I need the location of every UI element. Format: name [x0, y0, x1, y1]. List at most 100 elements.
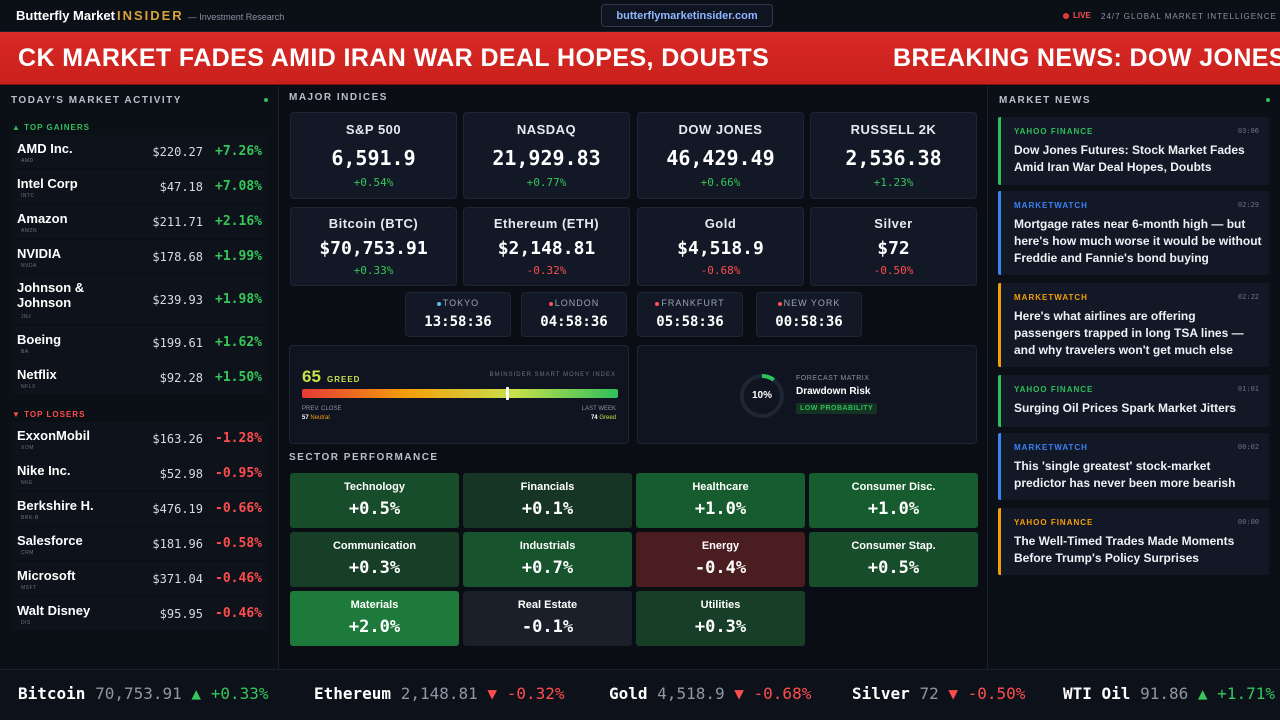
smart-money-index-card[interactable]: 65 GREED BMINSIDER SMART MONEY INDEX PRE… — [289, 345, 629, 444]
sector-tile[interactable]: Consumer Disc. +1.0% — [809, 473, 978, 528]
ticker-change: -0.50% — [967, 684, 1026, 703]
stock-ticker: CRM — [21, 550, 34, 556]
ticker-name: Silver — [852, 684, 910, 703]
forecast-name: Drawdown Risk — [796, 386, 871, 397]
ticker-item[interactable]: Silver 72 ▼ -0.50% — [852, 684, 1025, 703]
stock-ticker: AMZN — [21, 228, 38, 234]
stock-row[interactable]: Microsoft MSFT $371.04 -0.46% — [12, 562, 268, 595]
sector-value: +1.0% — [694, 499, 747, 519]
arrow-up-icon: ▲ — [1197, 684, 1208, 703]
stock-row[interactable]: Berkshire H. BRK-B $476.19 -0.66% — [12, 492, 268, 525]
sector-tile[interactable]: Energy -0.4% — [636, 532, 805, 587]
top-bar: Butterfly Market INSIDER — Investment Rese… — [0, 0, 1280, 32]
index-value: $2,148.81 — [497, 238, 596, 259]
stock-change: +7.08% — [215, 179, 262, 194]
stock-row[interactable]: Walt Disney DIS $95.95 -0.46% — [12, 597, 268, 630]
ticker-item[interactable]: Ethereum 2,148.81 ▼ -0.32% — [314, 684, 564, 703]
forecast-matrix-card[interactable]: 10% FORECAST MATRIX Drawdown Risk LOW PR… — [637, 345, 977, 444]
news-item[interactable]: YAHOO FINANCE 00:00 The Well-Timed Trades … — [998, 508, 1269, 575]
ticker-name: Ethereum — [314, 684, 392, 703]
sector-tile[interactable]: Healthcare +1.0% — [636, 473, 805, 528]
stock-name: Boeing — [17, 332, 62, 347]
sector-tile[interactable]: Real Estate -0.1% — [463, 591, 632, 646]
index-card[interactable]: Gold $4,518.9 -0.68% — [637, 207, 804, 286]
sector-tile[interactable]: Financials +0.1% — [463, 473, 632, 528]
news-headline: Mortgage rates near 6-month high — but h… — [1014, 217, 1262, 265]
site-url-button[interactable]: butterflymarketinsider.com — [601, 4, 773, 27]
sector-value: +2.0% — [348, 617, 401, 637]
sector-tile[interactable]: Industrials +0.7% — [463, 532, 632, 587]
ticker-item[interactable]: WTI Oil 91.86 ▲ +1.71% — [1063, 684, 1275, 703]
news-item[interactable]: MARKETWATCH 00:02 This 'single greatest' s… — [998, 433, 1269, 500]
news-time: 01:01 — [1237, 385, 1259, 393]
sector-tile[interactable]: Communication +0.3% — [290, 532, 459, 587]
low-probability-badge: LOW PROBABILITY — [796, 403, 878, 414]
index-value: 46,429.49 — [666, 146, 775, 170]
stock-name: NVIDIA — [17, 246, 62, 261]
stock-row[interactable]: Johnson & Johnson JNJ $239.93 +1.98% — [12, 275, 268, 324]
index-change: +0.77% — [526, 176, 567, 189]
sector-tile[interactable]: Technology +0.5% — [290, 473, 459, 528]
ticker-item[interactable]: Gold 4,518.9 ▼ -0.68% — [609, 684, 811, 703]
sector-tile[interactable]: Consumer Stap. +0.5% — [809, 532, 978, 587]
stock-ticker: AMD — [21, 158, 34, 164]
index-change: +0.54% — [353, 176, 394, 189]
index-card[interactable]: S&P 500 6,591.9 +0.54% — [290, 112, 457, 199]
stock-row[interactable]: Boeing BA $199.61 +1.62% — [12, 326, 268, 359]
stock-change: -1.28% — [215, 431, 262, 446]
clock-city: NEW YORK — [757, 298, 861, 308]
news-source: MARKETWATCH — [1014, 201, 1088, 210]
greed-gauge-marker — [506, 387, 510, 400]
index-card[interactable]: NASDAQ 21,929.83 +0.77% — [463, 112, 630, 199]
ticker-price: 2,148.81 — [400, 684, 478, 703]
clock-status-dot-icon — [777, 301, 782, 306]
sector-tile[interactable]: Materials +2.0% — [290, 591, 459, 646]
sector-tile[interactable]: Utilities +0.3% — [636, 591, 805, 646]
greed-value: 65 — [302, 367, 321, 386]
news-headline: This 'single greatest' stock-market pred… — [1014, 459, 1236, 490]
news-item[interactable]: YAHOO FINANCE 03:06 Dow Jones Futures: Sto… — [998, 117, 1269, 185]
index-card[interactable]: Ethereum (ETH) $2,148.81 -0.32% — [463, 207, 630, 286]
stock-row[interactable]: NVIDIA NVDA $178.68 +1.99% — [12, 240, 268, 273]
index-value: 6,591.9 — [331, 146, 416, 170]
market-activity-panel: TODAY'S MARKET ACTIVITY ▲ TOP GAINERS AM… — [0, 86, 279, 669]
stock-row[interactable]: ExxonMobil XOM $163.26 -1.28% — [12, 422, 268, 455]
arrow-up-icon: ▲ — [191, 684, 202, 703]
news-time: 00:00 — [1237, 518, 1259, 526]
stock-price: $239.93 — [152, 293, 203, 307]
news-item[interactable]: MARKETWATCH 02:29 Mortgage rates near 6-mo… — [998, 191, 1269, 275]
index-value: $72 — [877, 238, 910, 259]
sector-name: Consumer Disc. — [851, 481, 936, 493]
stock-row[interactable]: Netflix NFLX $92.28 +1.50% — [12, 361, 268, 394]
price-ticker[interactable]: Bitcoin 70,753.91 ▲ +0.33% Ethereum 2,148… — [0, 669, 1280, 720]
stock-row[interactable]: AMD Inc. AMD $220.27 +7.26% — [12, 135, 268, 168]
index-card[interactable]: Bitcoin (BTC) $70,753.91 +0.33% — [290, 207, 457, 286]
news-item[interactable]: MARKETWATCH 02:22 Here's what airlines are… — [998, 283, 1269, 367]
stock-row[interactable]: Nike Inc. NKE $52.98 -0.95% — [12, 457, 268, 490]
index-card[interactable]: Silver $72 -0.50% — [810, 207, 977, 286]
status-dot-icon — [1266, 98, 1270, 102]
world-clock: NEW YORK 00:58:36 — [756, 292, 862, 337]
stock-row[interactable]: Intel Corp INTC $47.18 +7.08% — [12, 170, 268, 203]
stock-name: Johnson & Johnson — [17, 280, 85, 310]
live-dot-icon — [1063, 12, 1069, 19]
stock-ticker: NKE — [21, 480, 33, 486]
stock-price: $92.28 — [159, 371, 203, 385]
stock-change: -0.95% — [215, 466, 262, 481]
stock-ticker: XOM — [21, 445, 34, 451]
brand-logo[interactable]: Butterfly Market INSIDER — Investment Rese… — [16, 8, 284, 23]
top-losers-label: ▼ TOP LOSERS — [12, 410, 86, 419]
stock-row[interactable]: Amazon AMZN $211.71 +2.16% — [12, 205, 268, 238]
sector-value: +0.3% — [694, 617, 747, 637]
breaking-news-banner[interactable]: CK MARKET FADES AMID IRAN WAR DEAL HOPES… — [0, 32, 1280, 85]
greed-gauge-bar — [302, 387, 618, 400]
index-name: NASDAQ — [516, 122, 577, 137]
ticker-item[interactable]: Bitcoin 70,753.91 ▲ +0.33% — [18, 684, 269, 703]
world-clock: FRANKFURT 05:58:36 — [637, 292, 743, 337]
index-card[interactable]: RUSSELL 2K 2,536.38 +1.23% — [810, 112, 977, 199]
news-item[interactable]: YAHOO FINANCE 01:01 Surging Oil Prices Spa… — [998, 375, 1269, 427]
stock-row[interactable]: Salesforce CRM $181.96 -0.58% — [12, 527, 268, 560]
index-card[interactable]: DOW JONES 46,429.49 +0.66% — [637, 112, 804, 199]
ticker-price: 72 — [919, 684, 939, 703]
stock-name: Amazon — [17, 211, 68, 226]
